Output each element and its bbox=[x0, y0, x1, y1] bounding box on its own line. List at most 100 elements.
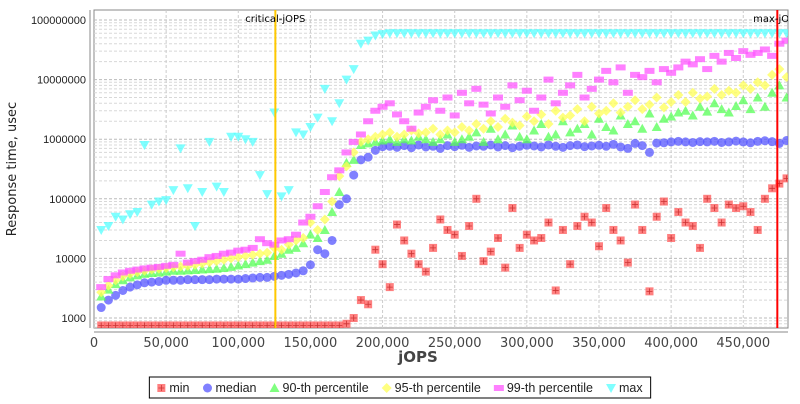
data-point-cross bbox=[624, 259, 631, 266]
data-point bbox=[103, 295, 113, 305]
data-point bbox=[601, 141, 611, 151]
data-point bbox=[593, 29, 604, 39]
data-point bbox=[709, 29, 720, 39]
data-point bbox=[277, 270, 287, 280]
data-point bbox=[291, 268, 301, 278]
data-point bbox=[153, 263, 164, 270]
y-tick-label: 1000000 bbox=[43, 134, 86, 146]
data-point-cross bbox=[696, 244, 703, 251]
data-point bbox=[731, 55, 742, 62]
data-point-cross bbox=[336, 322, 343, 328]
data-point bbox=[233, 247, 244, 254]
data-point bbox=[168, 261, 179, 268]
data-point bbox=[781, 37, 788, 44]
data-point-cross bbox=[343, 320, 350, 327]
data-point-cross bbox=[249, 322, 256, 328]
data-point-cross bbox=[675, 209, 682, 216]
y-tick-label: 1000 bbox=[62, 313, 86, 325]
data-point bbox=[716, 90, 727, 101]
data-point-cross bbox=[494, 234, 501, 241]
data-point bbox=[370, 107, 381, 114]
data-point bbox=[666, 69, 677, 76]
data-point-cross bbox=[220, 322, 227, 328]
data-point bbox=[283, 236, 294, 243]
data-point bbox=[464, 131, 475, 141]
data-point bbox=[464, 29, 475, 39]
data-point bbox=[558, 142, 568, 152]
legend-label: 90-th percentile bbox=[283, 381, 369, 395]
data-point bbox=[492, 94, 503, 101]
data-point bbox=[269, 108, 280, 118]
data-point-cross bbox=[285, 322, 292, 328]
data-point bbox=[420, 103, 431, 110]
series-max bbox=[96, 29, 788, 235]
data-point bbox=[377, 103, 388, 110]
data-point bbox=[406, 135, 417, 145]
data-point bbox=[586, 29, 597, 39]
data-point bbox=[471, 29, 482, 39]
data-point bbox=[579, 29, 590, 39]
data-point bbox=[189, 221, 200, 231]
data-point bbox=[716, 104, 727, 114]
data-point bbox=[377, 129, 388, 140]
data-point bbox=[355, 131, 366, 138]
data-point bbox=[420, 134, 431, 144]
data-point bbox=[694, 101, 705, 111]
legend-swatch bbox=[493, 385, 504, 391]
data-point bbox=[659, 138, 669, 148]
data-point bbox=[500, 141, 510, 151]
data-point-cross bbox=[689, 222, 696, 229]
data-point-cross bbox=[321, 322, 328, 328]
legend-item: 95-th percentile bbox=[381, 381, 481, 395]
x-tick-labels: 0 50,000 100,000 150,000 200,000 250,000 300,0… bbox=[90, 336, 770, 351]
data-point bbox=[211, 182, 222, 192]
data-point bbox=[327, 235, 337, 245]
data-point-cross bbox=[300, 322, 307, 328]
data-point-cross bbox=[401, 237, 408, 244]
data-point bbox=[529, 116, 540, 127]
data-point bbox=[226, 249, 237, 256]
data-point bbox=[717, 137, 727, 147]
data-point bbox=[594, 140, 604, 150]
data-point-cross bbox=[112, 322, 119, 328]
data-point bbox=[543, 76, 554, 83]
data-point bbox=[550, 100, 561, 107]
legend-swatch-cross bbox=[158, 385, 165, 391]
data-point-cross bbox=[444, 226, 451, 233]
data-point-cross bbox=[199, 322, 206, 328]
data-point-cross bbox=[747, 209, 754, 216]
data-point bbox=[687, 87, 698, 98]
data-point bbox=[637, 29, 648, 39]
data-point bbox=[96, 284, 107, 291]
data-point bbox=[428, 29, 439, 39]
data-point-cross bbox=[228, 322, 235, 328]
data-point bbox=[406, 143, 416, 153]
data-point bbox=[319, 84, 330, 94]
data-point-cross bbox=[538, 234, 545, 241]
data-point bbox=[622, 29, 633, 39]
data-point bbox=[132, 280, 142, 290]
data-point bbox=[262, 190, 273, 200]
data-point bbox=[377, 135, 388, 145]
data-point bbox=[781, 72, 788, 83]
data-point bbox=[161, 196, 172, 206]
data-point bbox=[716, 29, 727, 39]
data-point bbox=[579, 116, 590, 127]
data-point bbox=[298, 219, 309, 226]
data-point bbox=[759, 101, 770, 111]
data-point bbox=[449, 29, 460, 39]
data-point-cross bbox=[581, 213, 588, 220]
data-point-cross bbox=[466, 222, 473, 229]
legend-item: 90-th percentile bbox=[269, 381, 369, 395]
data-point bbox=[298, 266, 308, 276]
data-point bbox=[687, 61, 698, 68]
data-point bbox=[449, 136, 460, 146]
data-point bbox=[615, 64, 626, 71]
data-point bbox=[492, 29, 503, 39]
x-tick-label: 100,000 bbox=[211, 336, 265, 351]
data-point bbox=[319, 189, 330, 196]
data-point-cross bbox=[617, 237, 624, 244]
data-point bbox=[572, 29, 583, 39]
data-point bbox=[623, 143, 633, 153]
data-point bbox=[218, 263, 229, 273]
